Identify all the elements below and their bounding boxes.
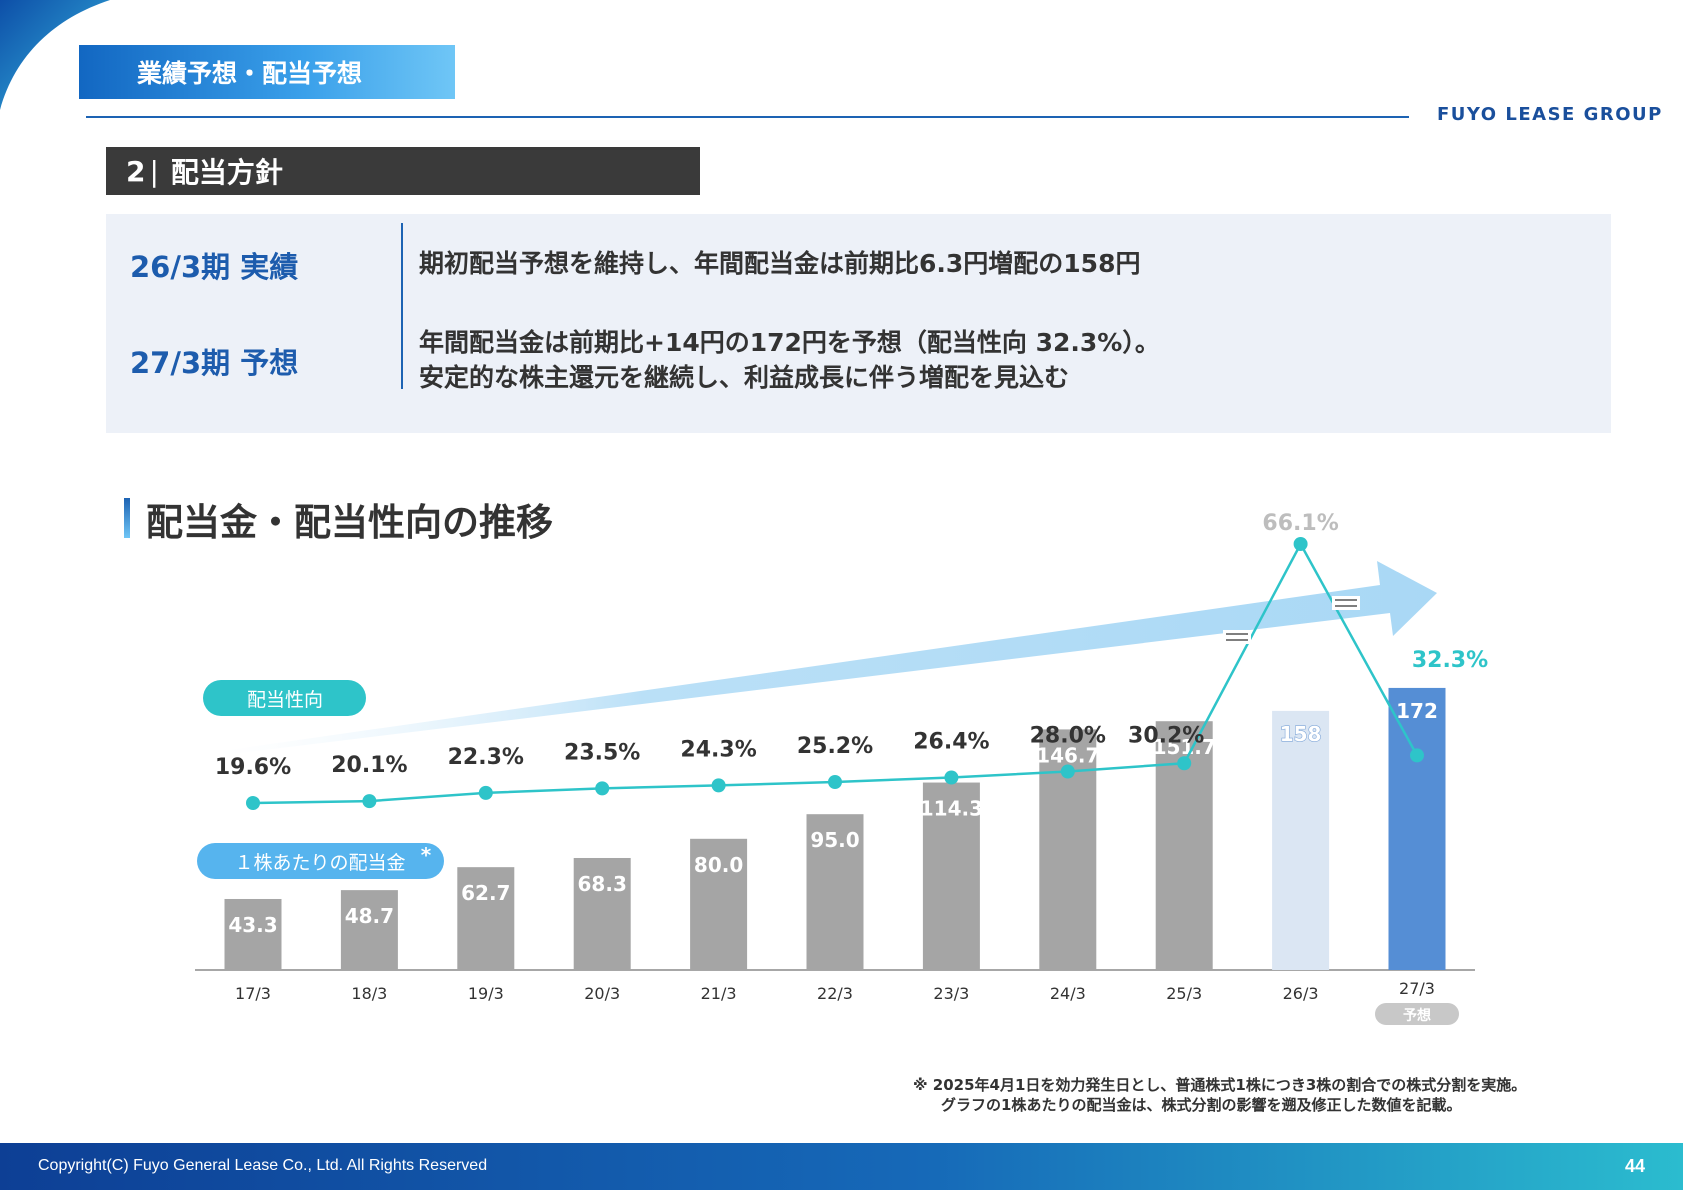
policy-box: 26/3期 実績 期初配当予想を維持し、年間配当金は前期比6.3円増配の158円… [106,214,1611,433]
bar-label-24-3: 146.7 [1036,743,1099,767]
policy-divider [401,223,403,389]
payout-point-17-3 [246,796,260,810]
bar-23-3 [922,782,980,970]
payout-label-20-3: 23.5% [564,740,640,765]
footnote: ※ 2025年4月1日を効力発生日とし、普通株式1株につき3株の割合での株式分割… [913,1075,1526,1115]
payout-point-26-3 [1293,537,1308,551]
payout-point-19-3 [478,785,493,800]
section-title: 配当方針 [170,156,283,189]
bar-label-23-3: 114.3 [920,797,983,821]
bar-21-3 [690,838,748,970]
bar-label-25-3: 151.7 [1153,735,1216,759]
payout-label-25-3: 30.2% [1128,723,1204,748]
bar-27-3 [1388,687,1446,970]
chart-title-accent [124,498,130,538]
section-title-bar: 2 | 配当方針 [106,147,700,195]
payout-point-18-3 [362,794,377,809]
bar-label-26-3: 158 [1280,722,1322,746]
footnote-line-1: ※ 2025年4月1日を効力発生日とし、普通株式1株につき3株の割合での株式分割… [913,1076,1527,1094]
forecast-label: 予想 [1403,1007,1431,1024]
bar-label-22-3: 95.0 [810,828,859,852]
x-tick-26-3: 26/3 [1283,984,1319,1003]
footnote-line-2: グラフの1株あたりの配当金は、株式分割の影響を遡及修正した数値を記載。 [941,1096,1462,1114]
legend-dps-label: １株あたりの配当金 [234,852,405,874]
x-tick-21-3: 21/3 [701,984,737,1003]
payout-label-18-3: 20.1% [331,753,407,778]
payout-point-24-3 [1060,764,1075,779]
x-tick-23-3: 23/3 [933,984,969,1003]
bar-label-20-3: 68.3 [578,872,627,896]
payout-label-26-3: 66.1% [1262,511,1338,536]
bar-26-3 [1272,710,1330,970]
policy-text-forecast-2: 安定的な株主還元を継続し、利益成長に伴う増配を見込む [419,363,1070,392]
payout-label-27-3: 32.3% [1412,648,1488,673]
payout-point-27-3 [1410,748,1424,763]
payout-label-21-3: 24.3% [680,737,756,762]
x-tick-20-3: 20/3 [584,984,620,1003]
bar-label-18-3: 48.7 [345,904,394,928]
x-tick-24-3: 24/3 [1050,984,1086,1003]
bar-label-27-3: 172 [1396,699,1438,723]
page-number: 44 [1624,1156,1645,1176]
footer-bar: Copyright(C) Fuyo General Lease Co., Ltd… [0,1143,1683,1190]
x-tick-27-3: 27/3 [1399,979,1435,998]
x-tick-22-3: 22/3 [817,984,853,1003]
policy-text-forecast-1: 年間配当金は前期比+14円の172円を予想（配当性向 32.3%）。 [419,328,1160,357]
bar-19-3 [457,867,515,970]
axis-break-bg-0 [1223,630,1251,644]
policy-text-actual: 期初配当予想を維持し、年間配当金は前期比6.3円増配の158円 [419,249,1141,278]
x-tick-19-3: 19/3 [468,984,504,1003]
section-separator: | [149,154,159,188]
bar-20-3 [573,857,631,970]
x-tick-17-3: 17/3 [235,984,271,1003]
axis-break-bg-1 [1332,596,1360,610]
bar-label-17-3: 43.3 [228,913,277,937]
payout-label-22-3: 25.2% [797,734,873,759]
policy-label-forecast: 27/3期 予想 [130,346,299,380]
dividend-chart: 43.3 48.7 62.7 68.3 80.0 95.0 114.3 146.7 151.7 1… [195,511,1488,1025]
payout-point-22-3 [828,775,842,789]
copyright-text: Copyright(C) Fuyo General Lease Co., Ltd… [38,1157,488,1174]
payout-label-19-3: 22.3% [448,745,524,770]
bar-label-19-3: 62.7 [461,881,510,905]
legend-dps-pill [197,843,444,879]
growth-arrow [215,561,1437,756]
payout-label-23-3: 26.4% [913,730,989,755]
section-number: 2 [126,154,146,188]
bar-22-3 [806,814,864,970]
forecast-pill [1375,1003,1459,1025]
policy-label-actual: 26/3期 実績 [130,250,299,284]
bar-17-3 [224,898,282,970]
payout-point-25-3 [1177,756,1192,771]
legend-dps-mark: * [421,843,432,867]
payout-point-20-3 [595,781,610,796]
payout-label-17-3: 19.6% [215,755,291,780]
payout-point-23-3 [944,770,959,785]
company-logo: FUYO LEASE GROUP [1437,104,1663,125]
header-rule [86,116,1409,118]
payout-point-21-3 [711,778,726,793]
payout-label-24-3: 28.0% [1030,724,1106,749]
corner-decoration [0,0,110,110]
x-tick-18-3: 18/3 [351,984,387,1003]
legend-payout-pill [203,680,366,716]
section-header-tag: 業績予想・配当予想 [79,45,455,99]
x-tick-25-3: 25/3 [1166,984,1202,1003]
bar-label-21-3: 80.0 [694,853,743,877]
legend-payout-label: 配当性向 [247,689,323,711]
chart-title: 配当金・配当性向の推移 [146,501,553,544]
bar-18-3 [340,890,398,970]
